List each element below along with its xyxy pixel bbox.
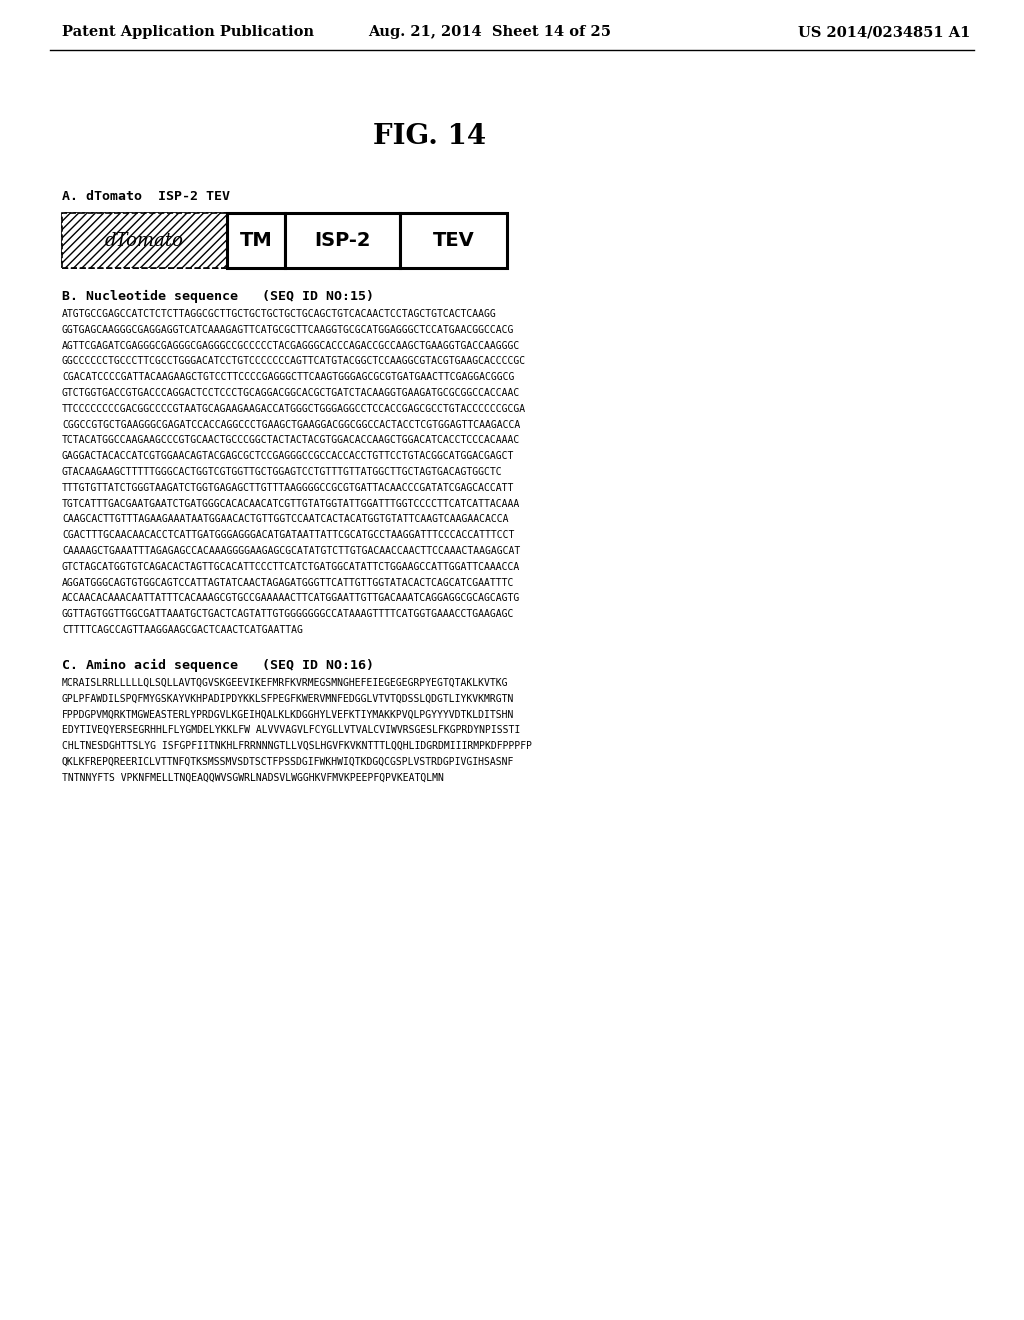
Bar — [62, 213, 507, 268]
Text: EDYTIVEQYERSEGRHHLFLYGMDELYKKLFW ALVVVAGVLFCYGLLVTVALCVIWVRSGESLFKGPRDYNPISSTI: EDYTIVEQYERSEGRHHLFLYGMDELYKKLFW ALVVVAG… — [62, 725, 520, 735]
Text: US 2014/0234851 A1: US 2014/0234851 A1 — [798, 25, 970, 40]
Text: ACCAACACAAACAATTATTTCACAAAGCGTGCCGAAAAACTTCATGGAATTGTTGACAAATCAGGAGGCGCAGCAGTG: ACCAACACAAACAATTATTTCACAAAGCGTGCCGAAAAAC… — [62, 594, 520, 603]
Text: GGTTAGTGGTTGGCGATTAAATGCTGACTCAGTATTGTGGGGGGGCCATAAAGTTTTCATGGTGAAACCTGAAGAGC: GGTTAGTGGTTGGCGATTAAATGCTGACTCAGTATTGTGG… — [62, 610, 514, 619]
Text: TTTGTGTTATCTGGGTAAGATCTGGTGAGAGCTTGTTTAAGGGGCCGCGTGATTACAACCCGATATCGAGCACCATT: TTTGTGTTATCTGGGTAAGATCTGGTGAGAGCTTGTTTAA… — [62, 483, 514, 492]
Text: Aug. 21, 2014  Sheet 14 of 25: Aug. 21, 2014 Sheet 14 of 25 — [369, 25, 611, 40]
Text: A. dTomato  ISP-2 TEV: A. dTomato ISP-2 TEV — [62, 190, 230, 203]
Text: GGCCCCCCTGCCCTTCGCCTGGGACATCCTGTCCCCCCCAGTTCATGTACGGCTCCAAGGCGTACGTGAAGCACCCCGC: GGCCCCCCTGCCCTTCGCCTGGGACATCCTGTCCCCCCCA… — [62, 356, 526, 367]
Text: GAGGACTACACCATCGTGGAACAGTACGAGCGCTCCGAGGGCCGCCACCACCTGTTCCTGTACGGCATGGACGAGCT: GAGGACTACACCATCGTGGAACAGTACGAGCGCTCCGAGG… — [62, 451, 514, 461]
Text: C. Amino acid sequence   (SEQ ID NO:16): C. Amino acid sequence (SEQ ID NO:16) — [62, 659, 374, 672]
Text: CHLTNESDGHTTSLYG ISFGPFIITNKHLFRRNNNGTLLVQSLHGVFKVKNTTTLQQHLIDGRDMIIIRMPKDFPPPFP: CHLTNESDGHTTSLYG ISFGPFIITNKHLFRRNNNGTLL… — [62, 741, 532, 751]
Text: QKLKFREPQREERICLVTTNFQTKSMSSMVSDTSCTFPSSDGIFWKHWIQTKDGQCGSPLVSTRDGPIVGIHSASNF: QKLKFREPQREERICLVTTNFQTKSMSSMVSDTSCTFPSS… — [62, 756, 514, 767]
Text: GGTGAGCAAGGGCGAGGAGGTCATCAAAGAGTTCATGCGCTTCAAGGTGCGCATGGAGGGCTCCATGAACGGCCACG: GGTGAGCAAGGGCGAGGAGGTCATCAAAGAGTTCATGCGC… — [62, 325, 514, 335]
Text: GTCTGGTGACCGTGACCCAGGACTCCTCCCTGCAGGACGGCACGCTGATCTACAAGGTGAAGATGCGCGGCCACCAAC: GTCTGGTGACCGTGACCCAGGACTCCTCCCTGCAGGACGG… — [62, 388, 520, 399]
Text: TNTNNYFTS VPKNFMELLTNQEAQQWVSGWRLNADSVLWGGHKVFMVKPEEPFQPVKEATQLMN: TNTNNYFTS VPKNFMELLTNQEAQQWVSGWRLNADSVLW… — [62, 772, 443, 783]
Text: CAAAAGCTGAAATTTAGAGAGCCACAAAGGGGAAGAGCGCATATGTCTTGTGACAACCAACTTCCAAACTAAGAGCAT: CAAAAGCTGAAATTTAGAGAGCCACAAAGGGGAAGAGCGC… — [62, 546, 520, 556]
Text: Patent Application Publication: Patent Application Publication — [62, 25, 314, 40]
Text: CGACATCCCCGATTACAAGAAGCTGTCCTTCCCCGAGGGCTTCAAGTGGGAGCGCGTGATGAACTTCGAGGACGGCG: CGACATCCCCGATTACAAGAAGCTGTCCTTCCCCGAGGGC… — [62, 372, 514, 383]
Bar — [227, 213, 285, 268]
Text: FPPDGPVMQRKTMGWEASTERLYPRDGVLKGEIHQALKLKDGGHYLVEFKTIYMAKKPVQLPGYYYVDTKLDITSHN: FPPDGPVMQRKTMGWEASTERLYPRDGVLKGEIHQALKLK… — [62, 709, 514, 719]
Text: CTTTTCAGCCAGTTAAGGAAGCGACTCAACTCATGAATTAG: CTTTTCAGCCAGTTAAGGAAGCGACTCAACTCATGAATTA… — [62, 624, 303, 635]
Text: MCRAISLRRLLLLLQLSQLLAVTQGVSKGEEVIKEFMRFKVRMEGSMNGHEFEIEGEGEGRPYEGTQTAKLKVTKG: MCRAISLRRLLLLLQLSQLLAVTQGVSKGEEVIKEFMRFK… — [62, 677, 509, 688]
Text: CAAGCACTTGTTTAGAAGAAATAATGGAACACTGTTGGTCCAATCACTACATGGTGTATTCAAGTCAAGAACACCA: CAAGCACTTGTTTAGAAGAAATAATGGAACACTGTTGGTC… — [62, 515, 509, 524]
Bar — [285, 213, 400, 268]
Text: ATGTGCCGAGCCATCTCTCTTAGGCGCTTGCTGCTGCTGCTGCAGCTGTCACAACTCCTAGCTGTCACTCAAGG: ATGTGCCGAGCCATCTCTCTTAGGCGCTTGCTGCTGCTGC… — [62, 309, 497, 319]
Text: TEV: TEV — [432, 231, 474, 249]
Text: TM: TM — [240, 231, 272, 249]
Text: AGGATGGGCAGTGTGGCAGTCCATTAGTATCAACTAGAGATGGGTTCATTGTTGGTATACACTCAGCATCGAATTTC: AGGATGGGCAGTGTGGCAGTCCATTAGTATCAACTAGAGA… — [62, 578, 514, 587]
Text: TCTACATGGCCAAGAAGCCCGTGCAACTGCCCGGCTACTACTACGTGGACACCAAGCTGGACATCACCTCCCACAAAC: TCTACATGGCCAAGAAGCCCGTGCAACTGCCCGGCTACTA… — [62, 436, 520, 445]
Bar — [400, 213, 507, 268]
Text: dTomato: dTomato — [105, 231, 184, 249]
Text: AGTTCGAGATCGAGGGCGAGGGCGAGGGCCGCCCCCTACGAGGGCACCCAGACCGCCAAGCTGAAGGTGACCAAGGGC: AGTTCGAGATCGAGGGCGAGGGCGAGGGCCGCCCCCTACG… — [62, 341, 520, 351]
Text: TGTCATTTGACGAATGAATCTGATGGGCACACAACATCGTTGTATGGTATTGGATTTGGTCCCCTTCATCATTACAAA: TGTCATTTGACGAATGAATCTGATGGGCACACAACATCGT… — [62, 499, 520, 508]
Text: GTCTAGCATGGTGTCAGACACTAGTTGCACATTCCCTTCATCTGATGGCATATTCTGGAAGCCATTGGATTCAAACCA: GTCTAGCATGGTGTCAGACACTAGTTGCACATTCCCTTCA… — [62, 562, 520, 572]
Text: CGGCCGTGCTGAAGGGCGAGATCCACCAGGCCCTGAAGCTGAAGGACGGCGGCCACTACCTCGTGGAGTTCAAGACCA: CGGCCGTGCTGAAGGGCGAGATCCACCAGGCCCTGAAGCT… — [62, 420, 520, 429]
Text: CGACTTTGCAACAACACCTCATTGATGGGAGGGACATGATAATTATTCGCATGCCTAAGGATTTCCCACCATTTCCT: CGACTTTGCAACAACACCTCATTGATGGGAGGGACATGAT… — [62, 531, 514, 540]
Text: TTCCCCCCCCGACGGCCCCGTAATGCAGAAGAAGACCATGGGCTGGGAGGCCTCCACCGAGCGCCTGTACCCCCCGCGA: TTCCCCCCCCGACGGCCCCGTAATGCAGAAGAAGACCATG… — [62, 404, 526, 413]
Text: ISP-2: ISP-2 — [314, 231, 371, 249]
Text: B. Nucleotide sequence   (SEQ ID NO:15): B. Nucleotide sequence (SEQ ID NO:15) — [62, 290, 374, 304]
Text: FIG. 14: FIG. 14 — [374, 124, 486, 150]
Text: GPLPFAWDILSPQFMYGSKAYVKHPADIPDYKKLSFPEGFKWERVMNFEDGGLVTVTQDSSLQDGTLIYKVKMRGTN: GPLPFAWDILSPQFMYGSKAYVKHPADIPDYKKLSFPEGF… — [62, 693, 514, 704]
Bar — [62, 213, 227, 268]
Text: GTACAAGAAGCTTTTTGGGCACTGGTCGTGGTTGCTGGAGTCCTGTTTGTTATGGCTTGCTAGTGACAGTGGCTC: GTACAAGAAGCTTTTTGGGCACTGGTCGTGGTTGCTGGAG… — [62, 467, 503, 477]
